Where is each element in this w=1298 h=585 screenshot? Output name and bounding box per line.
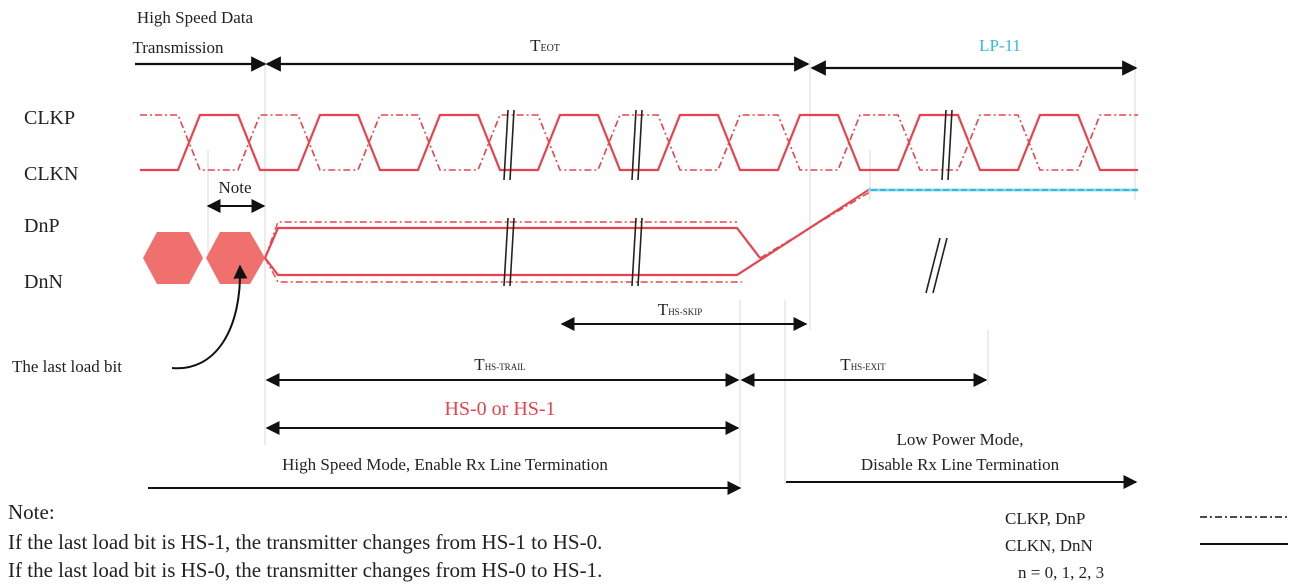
footnote-title: Note: bbox=[8, 500, 55, 524]
dnn-dash-trace bbox=[264, 257, 742, 283]
lp11-label: LP-11 bbox=[979, 36, 1021, 55]
dnp-rise-dash bbox=[759, 191, 871, 259]
legend: CLKP, DnP CLKN, DnN n = 0, 1, 2, 3 bbox=[1005, 509, 1288, 582]
clock-break-marks bbox=[503, 109, 953, 181]
footnote-line1: If the last load bit is HS-1, the transm… bbox=[8, 530, 603, 554]
lp-mode-label-line2: Disable Rx Line Termination bbox=[861, 455, 1060, 474]
legend-n-range: n = 0, 1, 2, 3 bbox=[1018, 563, 1104, 582]
data-lane-traces bbox=[263, 188, 871, 283]
ths-skip-label: THS-SKIP bbox=[658, 300, 702, 319]
hs-mode-label: High Speed Mode, Enable Rx Line Terminat… bbox=[282, 455, 608, 474]
clkp-label: CLKP bbox=[24, 107, 75, 129]
footnote-line2: If the last load bit is HS-0, the transm… bbox=[8, 558, 603, 582]
last-load-bit-pointer bbox=[171, 264, 248, 370]
legend-n-label: CLKN, DnN bbox=[1005, 536, 1093, 555]
last-load-bit-hexagon bbox=[206, 232, 265, 284]
hs-state-label: HS-0 or HS-1 bbox=[444, 398, 555, 420]
last-load-bit-label: The last load bit bbox=[12, 357, 122, 376]
guide-lines bbox=[207, 60, 1136, 485]
dnn-trace bbox=[264, 188, 871, 277]
ths-trail-label: THS-TRAIL bbox=[474, 355, 525, 374]
lp-mode-label-line1: Low Power Mode, bbox=[896, 430, 1023, 449]
dnp-label: DnP bbox=[24, 215, 60, 237]
t-eot-label: TEOT bbox=[530, 36, 560, 55]
hs-bit-hexagon bbox=[143, 232, 203, 284]
clkp-dashed-trace bbox=[140, 114, 1138, 171]
hs-data-label-line2: Transmission bbox=[132, 38, 224, 57]
clkn-label: CLKN bbox=[24, 163, 78, 185]
data-break-marks bbox=[503, 217, 948, 294]
note-label: Note bbox=[218, 178, 251, 197]
dnn-label: DnN bbox=[24, 271, 63, 293]
legend-p-label: CLKP, DnP bbox=[1005, 509, 1085, 528]
ths-exit-label: THS-EXIT bbox=[840, 355, 886, 374]
hs-data-label-line1: High Speed Data bbox=[137, 8, 254, 27]
